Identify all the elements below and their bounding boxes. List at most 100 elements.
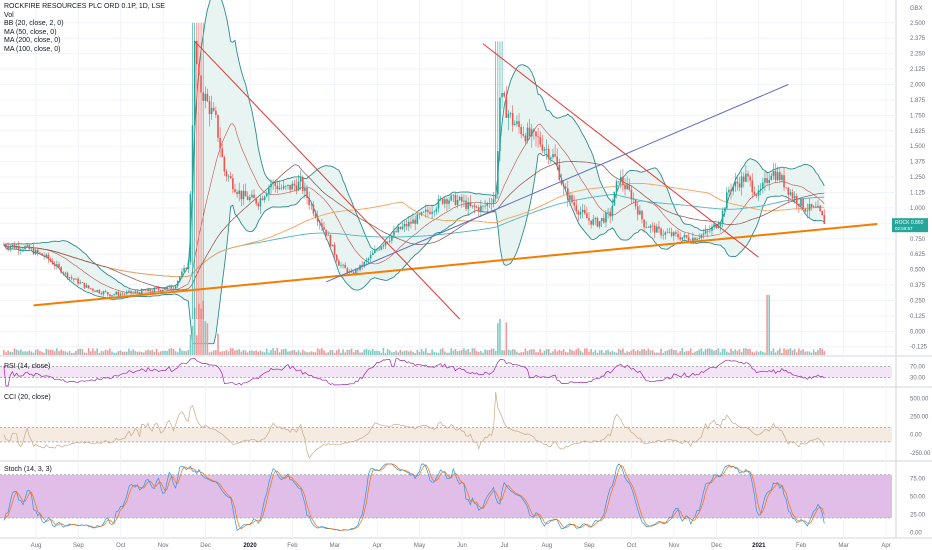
time-tick-label: Feb	[796, 543, 807, 549]
volume-bar	[810, 352, 813, 355]
volume-bar	[653, 352, 656, 355]
candle-body	[492, 198, 495, 204]
candle-body	[461, 196, 463, 202]
cci-tick-label: -250.00	[910, 451, 931, 457]
candle-body	[340, 264, 342, 266]
candle-body	[734, 181, 737, 187]
volume-bar	[558, 349, 561, 355]
price-axis[interactable]: 2.500 2.375 2.250 2.125 2.000 1.875 1.750 1.625…	[892, 6, 931, 536]
time-axis[interactable]: Aug Sep Oct Nov Dec 2020 Feb Mar Apr May Jun Jul Aug…	[31, 543, 891, 549]
candle-body	[94, 290, 96, 292]
candle-body	[221, 148, 224, 157]
candle-body	[605, 212, 607, 223]
volume-bar	[719, 352, 722, 355]
candle-body	[64, 272, 67, 274]
candle-body	[575, 205, 578, 212]
volume-bar	[522, 352, 525, 355]
candle-body	[357, 269, 359, 271]
volume-bar	[429, 352, 431, 355]
candle-body	[541, 144, 544, 151]
volume-bar	[32, 352, 35, 355]
candle-body	[388, 240, 391, 242]
volume-bar	[5, 352, 7, 355]
candle-body	[711, 226, 713, 231]
volume-bar	[696, 350, 698, 355]
volume-bars	[3, 295, 826, 355]
volume-bar	[121, 351, 124, 355]
candle-body	[79, 282, 81, 284]
volume-bar	[484, 349, 486, 355]
candle-body	[802, 199, 804, 210]
candle-body	[162, 289, 164, 292]
volume-bar	[219, 351, 221, 355]
candle-body	[429, 211, 431, 214]
volume-bar	[482, 352, 484, 355]
volume-bar	[418, 351, 421, 355]
volume-bar	[227, 351, 230, 355]
volume-bar	[751, 351, 754, 355]
price-tick-label: 1.750	[910, 113, 926, 119]
candle-body	[522, 134, 525, 136]
candle-body	[768, 179, 770, 183]
time-tick-label: Oct	[116, 543, 126, 549]
volume-bar	[153, 351, 156, 355]
volume-bar	[812, 349, 815, 355]
volume-bar	[448, 352, 450, 355]
volume-bar	[200, 308, 202, 355]
candle-body	[685, 235, 688, 238]
volume-bar	[643, 349, 645, 355]
candle-body	[274, 182, 277, 186]
volume-bar	[526, 351, 529, 355]
volume-bar	[503, 350, 505, 355]
volume-bar	[422, 351, 425, 355]
candle-body	[344, 264, 346, 269]
volume-bar	[603, 352, 605, 355]
volume-bar	[518, 352, 520, 355]
rsi-title: RSI (14, close)	[4, 363, 51, 370]
candle-body	[490, 203, 493, 205]
volume-bar	[611, 350, 614, 355]
candle-body	[217, 115, 219, 138]
time-tick-label: Dec	[711, 543, 722, 549]
candle-body	[755, 194, 758, 196]
cci-line	[3, 391, 825, 459]
candle-body	[20, 249, 22, 251]
candle-body	[397, 226, 399, 232]
time-tick-label: Nov	[669, 543, 680, 549]
volume-bar	[463, 348, 465, 355]
candle-body	[98, 289, 101, 294]
volume-bar	[62, 350, 65, 355]
volume-bar	[115, 352, 118, 355]
volume-bar	[261, 351, 264, 355]
volume-bar	[30, 351, 33, 355]
candle-body	[276, 185, 279, 190]
volume-bar	[251, 350, 253, 355]
rsi-tick-label: 70.00	[910, 364, 926, 370]
candle-body	[215, 110, 217, 116]
candle-body	[598, 221, 601, 227]
candle-body	[168, 285, 171, 287]
candle-body	[361, 264, 363, 267]
volume-bar	[92, 348, 94, 355]
volume-bar	[253, 351, 255, 355]
candle-body	[590, 220, 592, 225]
volume-bar	[681, 348, 684, 355]
volume-bar	[34, 349, 37, 355]
time-tick-label: Dec	[200, 543, 211, 549]
candle-body	[795, 196, 798, 204]
candle-body	[37, 249, 39, 253]
legend-ma200: MA (200, close, 0)	[4, 37, 61, 44]
candle-body	[187, 262, 190, 269]
candle-body	[509, 113, 512, 114]
indicator-band	[0, 474, 892, 518]
volume-bar	[755, 350, 758, 355]
volume-bar	[715, 350, 717, 355]
volume-bar	[596, 352, 599, 355]
volume-bar	[821, 348, 823, 355]
volume-bar	[335, 350, 338, 355]
candle-body	[700, 234, 703, 239]
candle-body	[677, 233, 679, 238]
candle-body	[535, 131, 537, 137]
volume-bar	[461, 350, 463, 355]
